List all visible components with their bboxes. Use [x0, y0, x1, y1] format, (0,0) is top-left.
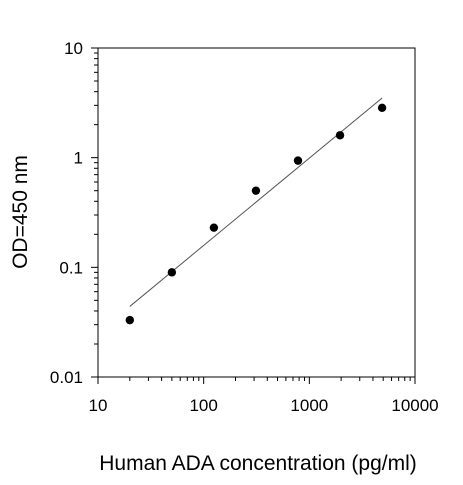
series-layer: [125, 97, 387, 325]
plot-frame: [97, 47, 416, 378]
data-point: [377, 103, 387, 112]
data-point: [167, 268, 177, 277]
x-axis-ticks: 10 100 1000 10000: [89, 377, 439, 415]
x-tick-label: 10: [89, 396, 108, 415]
y-axis-ticks: 0.01 0.1 1 10: [50, 39, 98, 387]
y-tick-label: 0.1: [59, 258, 83, 277]
x-tick-label: 10000: [391, 396, 438, 415]
data-point: [125, 315, 135, 325]
y-tick-label: 10: [64, 39, 83, 58]
fit-line: [129, 97, 383, 307]
data-point: [335, 131, 345, 140]
x-tick-label: 100: [189, 396, 217, 415]
data-point: [209, 223, 219, 232]
x-axis-title: Human ADA concentration (pg/ml): [99, 452, 416, 475]
y-tick-label: 0.01: [50, 368, 83, 387]
y-tick-label: 1: [74, 149, 83, 168]
data-point: [251, 186, 261, 195]
data-point: [293, 156, 303, 165]
y-axis-title: OD=450 nm: [9, 155, 32, 269]
x-tick-label: 1000: [290, 396, 328, 415]
